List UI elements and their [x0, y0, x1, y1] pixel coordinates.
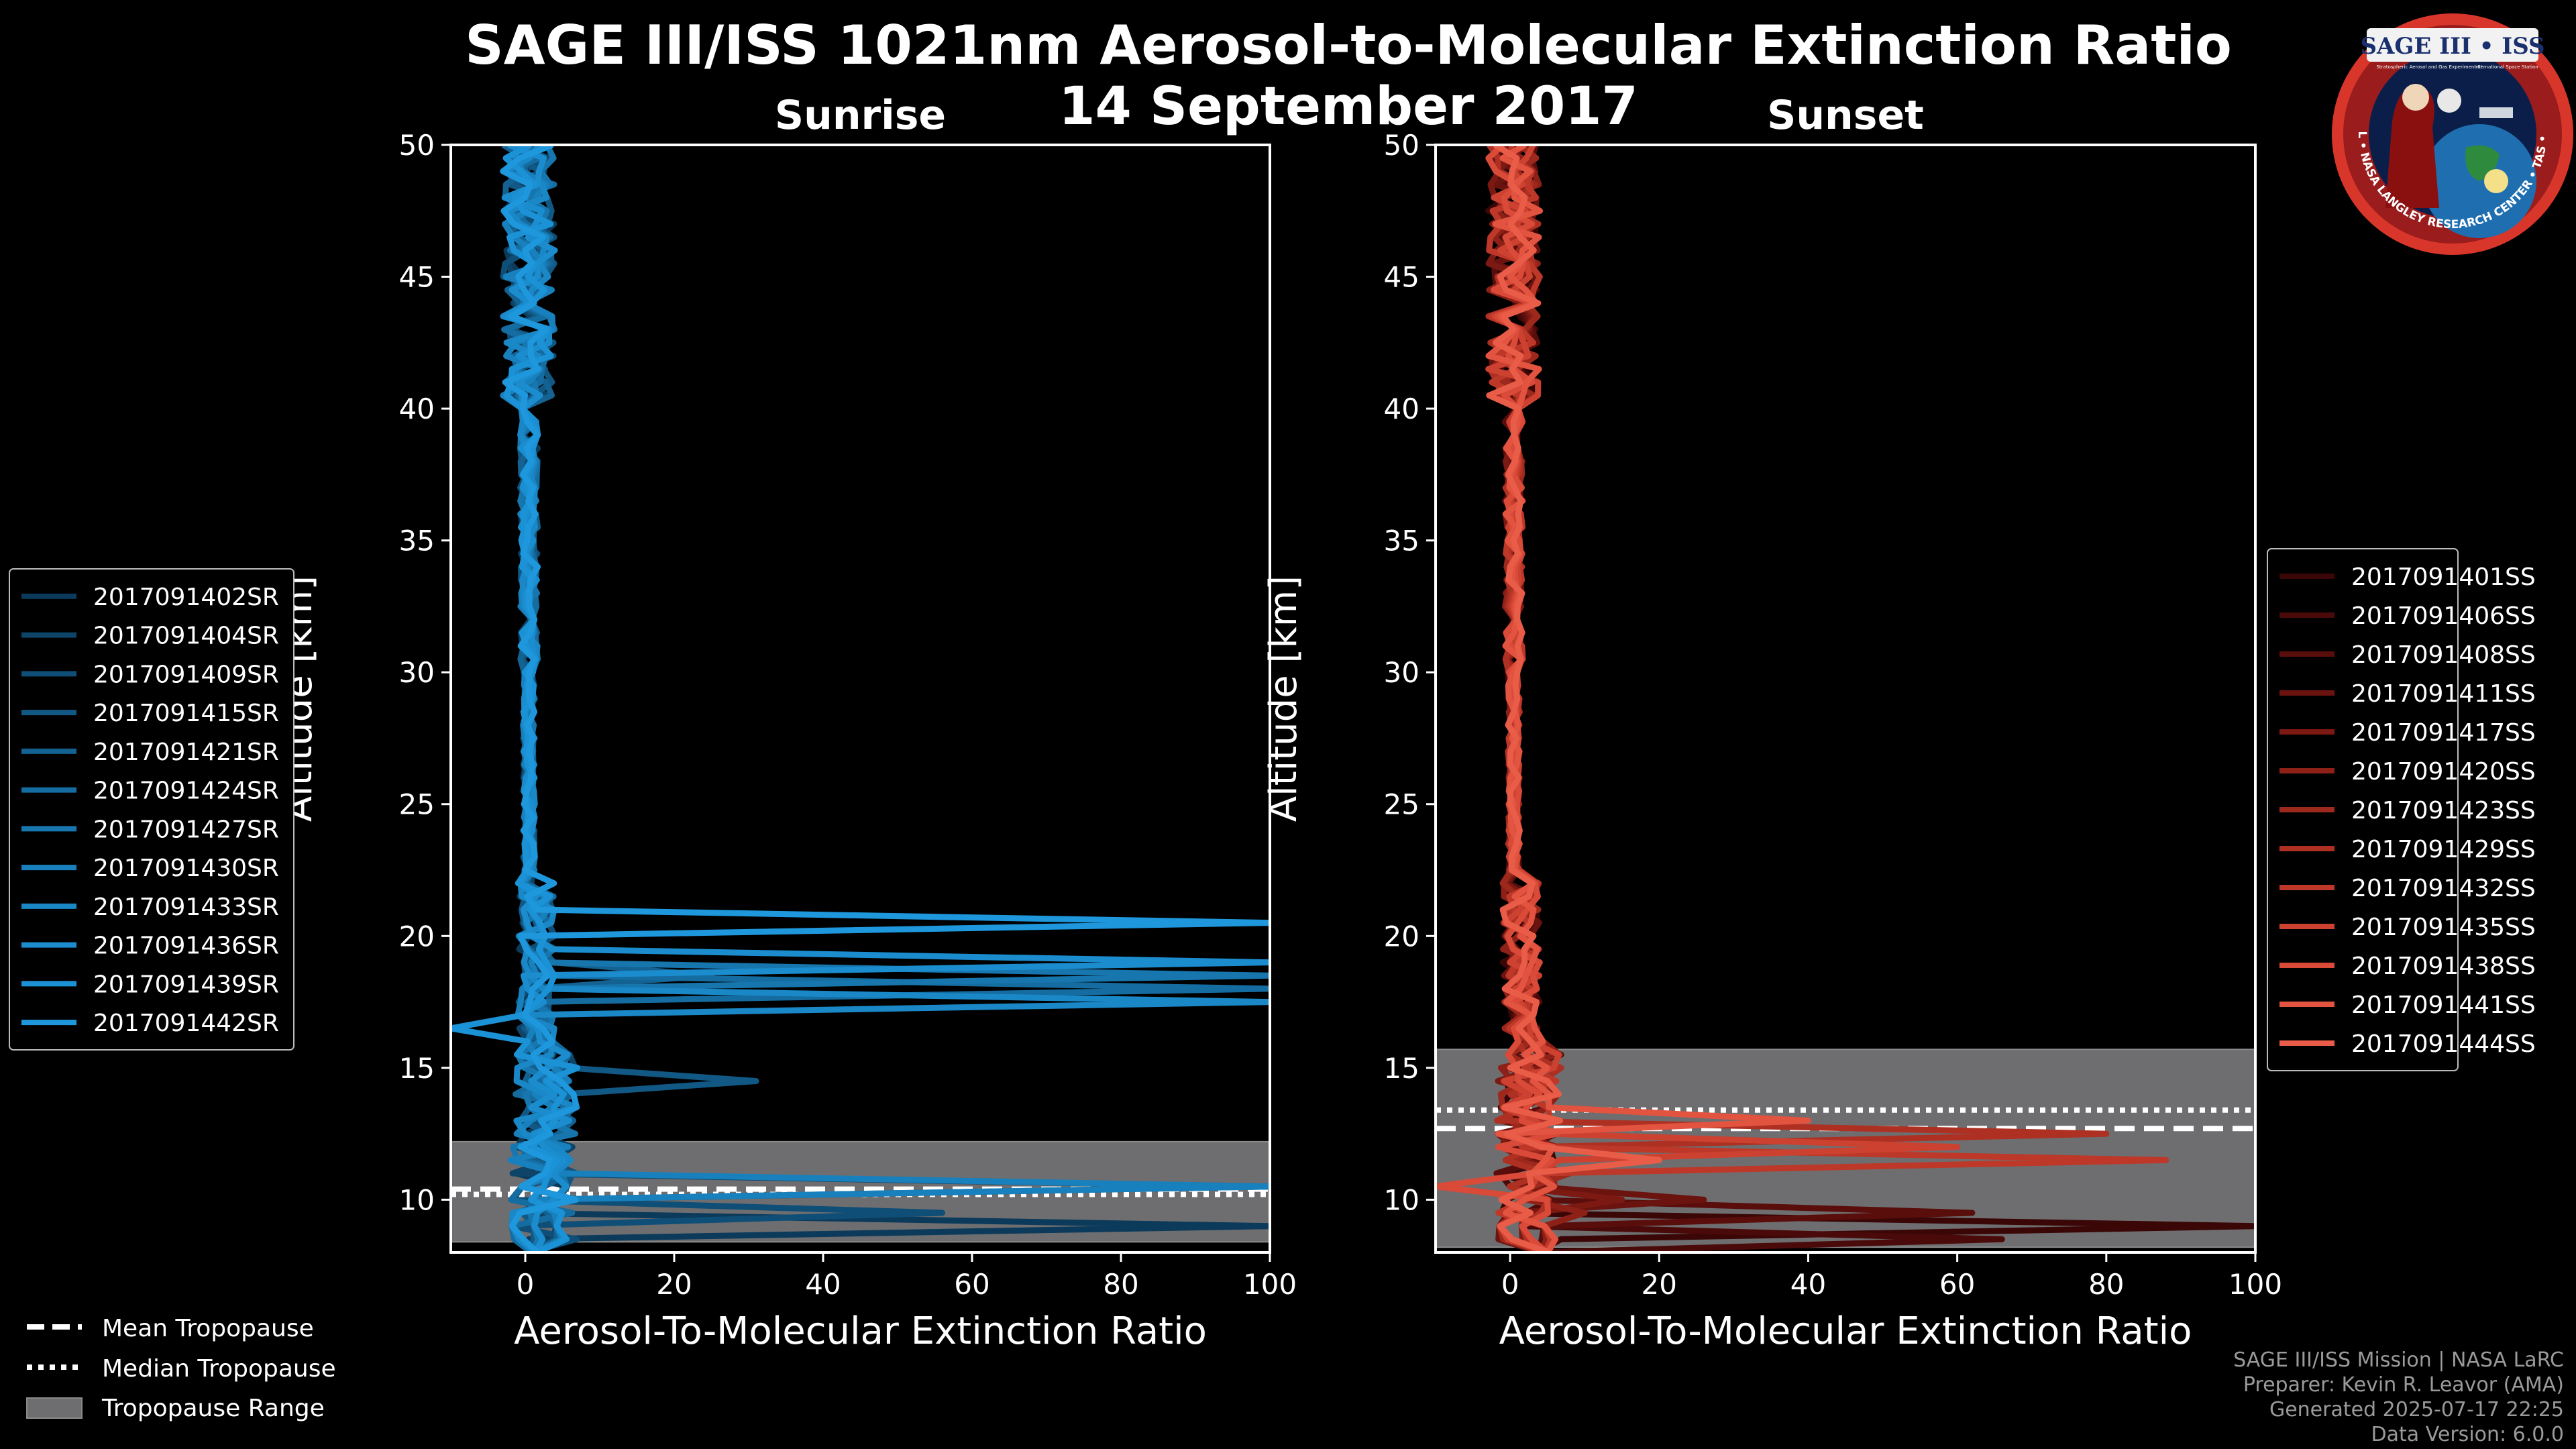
legend-label: 2017091429SS	[2351, 836, 2536, 863]
legend-label: 2017091415SR	[93, 700, 279, 727]
sunrise-axes-frame	[449, 144, 1271, 1254]
legend-label: 2017091439SR	[93, 971, 279, 998]
y-tick-label: 35	[399, 525, 435, 557]
moon-icon	[2437, 89, 2461, 113]
sunset-title: Sunset	[1767, 92, 1924, 139]
y-tick-label: 20	[1384, 920, 1419, 953]
credit-data-version: Data Version: 6.0.0	[2371, 1423, 2564, 1446]
legend-label: 2017091435SS	[2351, 914, 2536, 941]
y-tick-label: 30	[1384, 656, 1419, 689]
y-tick-label: 40	[1384, 392, 1419, 425]
x-tick-label: 0	[1501, 1268, 1519, 1301]
wizard-face-icon	[2402, 84, 2429, 111]
y-tick-label: 30	[399, 656, 435, 689]
y-tick-label: 45	[1384, 261, 1419, 294]
legend-label: 2017091409SR	[93, 661, 279, 688]
x-tick-label: 100	[2229, 1268, 2282, 1301]
sun-icon	[2484, 169, 2508, 193]
x-tick-label: 100	[1243, 1268, 1297, 1301]
logo-title: SAGE III • ISS	[2360, 33, 2544, 60]
legend-label: 2017091401SS	[2351, 564, 2536, 591]
legend-label: 2017091441SS	[2351, 991, 2536, 1019]
x-tick-label: 60	[954, 1268, 989, 1301]
x-tick-label: 0	[517, 1268, 535, 1301]
logo-subtitle-left: Stratospheric Aerosol and Gas Experiment…	[2376, 64, 2481, 70]
sunset-profiles	[1436, 145, 2255, 1252]
x-tick-label: 60	[1939, 1268, 1975, 1301]
profile-line	[1486, 145, 1662, 1252]
legend-label: 2017091423SS	[2351, 797, 2536, 824]
legend-label: 2017091430SR	[93, 855, 279, 882]
profile-line	[500, 145, 1270, 1252]
sunset-panel: Sunset 0 20 40 60 80 100 10 15 20 25 30 35 40 45 50 Ae…	[1262, 92, 2282, 1353]
legend-label: 2017091402SR	[93, 584, 279, 611]
legend-label: 2017091427SR	[93, 816, 279, 843]
y-tick-label: 10	[1384, 1183, 1419, 1216]
logo-subtitle-right: International Space Station	[2474, 64, 2538, 70]
y-tick-label: 10	[399, 1183, 435, 1216]
legend-label: 2017091444SS	[2351, 1030, 2536, 1058]
x-tick-label: 40	[1790, 1268, 1826, 1301]
legend-box	[2267, 548, 2459, 1071]
tropopause-legend: Mean Tropopause Median Tropopause Tropop…	[26, 1315, 336, 1422]
sunrise-ticks: 0 20 40 60 80 100 10 15 20 25 30 35 40 45 50	[399, 129, 1297, 1301]
sunset-x-axis-label: Aerosol-To-Molecular Extinction Ratio	[1499, 1309, 2192, 1353]
sunset-axes-frame	[1434, 144, 2257, 1254]
y-tick-label: 45	[399, 261, 435, 294]
mean-tropopause-label: Mean Tropopause	[102, 1315, 314, 1342]
sunrise-title: Sunrise	[775, 92, 946, 139]
tropopause-range-label: Tropopause Range	[101, 1395, 325, 1422]
y-tick-label: 50	[1384, 129, 1419, 162]
legend-label: 2017091442SR	[93, 1010, 279, 1037]
legend-label: 2017091432SS	[2351, 875, 2536, 902]
sunrise-profiles	[451, 145, 1270, 1252]
figure-date: 14 September 2017	[1059, 76, 1638, 137]
legend-label: 2017091408SS	[2351, 641, 2536, 669]
legend-label: 2017091417SS	[2351, 719, 2536, 747]
y-tick-label: 50	[399, 129, 435, 162]
y-tick-label: 15	[1384, 1052, 1419, 1085]
logo-banner	[2367, 28, 2538, 62]
wizard-icon	[2385, 86, 2439, 208]
y-tick-label: 20	[399, 920, 435, 953]
legend-box	[9, 568, 294, 1051]
sunset-ticks: 0 20 40 60 80 100 10 15 20 25 30 35 40 45 50	[1384, 129, 2283, 1301]
y-tick-label: 25	[399, 788, 435, 821]
x-tick-label: 80	[2088, 1268, 2124, 1301]
y-tick-label: 40	[399, 392, 435, 425]
legend-label: 2017091433SR	[93, 894, 279, 921]
x-tick-label: 80	[1103, 1268, 1138, 1301]
y-tick-label: 15	[399, 1052, 435, 1085]
y-tick-label: 35	[1384, 525, 1419, 557]
sunset-y-axis-label: Altitude [km]	[1262, 576, 1305, 822]
legend-label: 2017091438SS	[2351, 953, 2536, 980]
sage-iii-iss-logo: SAGE III • ISS Stratospheric Aerosol and…	[2332, 13, 2573, 255]
legend-label: 2017091420SS	[2351, 758, 2536, 786]
x-tick-label: 20	[1642, 1268, 1677, 1301]
tropopause-range-swatch	[26, 1397, 83, 1419]
credit-preparer: Preparer: Kevin R. Leavor (AMA)	[2243, 1373, 2564, 1397]
legend-label: 2017091421SR	[93, 739, 279, 766]
x-tick-label: 20	[656, 1268, 692, 1301]
figure-title: SAGE III/ISS 1021nm Aerosol-to-Molecular…	[465, 14, 2232, 76]
credits: SAGE III/ISS Mission | NASA LaRC Prepare…	[2233, 1348, 2564, 1446]
legend-label: 2017091411SS	[2351, 680, 2536, 708]
legend-label: 2017091404SR	[93, 623, 279, 650]
credit-mission: SAGE III/ISS Mission | NASA LaRC	[2233, 1348, 2564, 1372]
sunrise-legend: 2017091402SR 2017091404SR 2017091409SR 2017…	[9, 568, 294, 1051]
iss-icon	[2479, 107, 2513, 118]
median-tropopause-label: Median Tropopause	[102, 1355, 336, 1383]
legend-label: 2017091436SR	[93, 932, 279, 960]
sunset-legend: 2017091401SS 2017091406SS 2017091408SS 2017…	[2267, 548, 2536, 1071]
legend-label: 2017091406SS	[2351, 602, 2536, 630]
legend-label: 2017091424SR	[93, 777, 279, 805]
sunrise-x-axis-label: Aerosol-To-Molecular Extinction Ratio	[514, 1309, 1207, 1353]
x-tick-label: 40	[805, 1268, 841, 1301]
credit-generated: Generated 2025-07-17 22:25	[2269, 1398, 2564, 1421]
sunrise-panel: Sunrise 0 20 40 60 80 100 10 15 20 25 30 35 40 45 50 A…	[277, 92, 1297, 1353]
y-tick-label: 25	[1384, 788, 1419, 821]
